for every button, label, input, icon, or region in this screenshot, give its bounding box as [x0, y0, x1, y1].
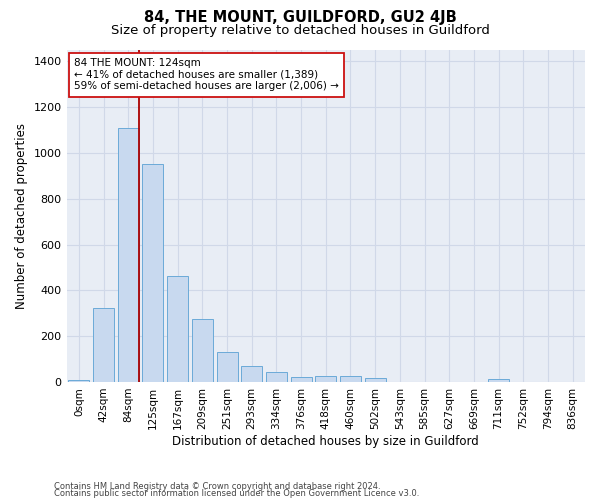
- Bar: [68, 380, 89, 382]
- Text: Contains HM Land Registry data © Crown copyright and database right 2024.: Contains HM Land Registry data © Crown c…: [54, 482, 380, 491]
- Bar: [340, 376, 361, 382]
- Bar: [290, 377, 311, 382]
- Text: Size of property relative to detached houses in Guildford: Size of property relative to detached ho…: [110, 24, 490, 37]
- Bar: [315, 376, 336, 382]
- Bar: [488, 379, 509, 382]
- Y-axis label: Number of detached properties: Number of detached properties: [15, 123, 28, 309]
- Bar: [118, 128, 139, 382]
- Bar: [93, 308, 114, 382]
- Bar: [217, 352, 238, 382]
- Bar: [266, 372, 287, 382]
- Bar: [192, 319, 213, 382]
- Bar: [365, 378, 386, 382]
- Text: Contains public sector information licensed under the Open Government Licence v3: Contains public sector information licen…: [54, 489, 419, 498]
- Text: 84, THE MOUNT, GUILDFORD, GU2 4JB: 84, THE MOUNT, GUILDFORD, GU2 4JB: [143, 10, 457, 25]
- X-axis label: Distribution of detached houses by size in Guildford: Distribution of detached houses by size …: [172, 434, 479, 448]
- Bar: [142, 164, 163, 382]
- Bar: [241, 366, 262, 382]
- Text: 84 THE MOUNT: 124sqm
← 41% of detached houses are smaller (1,389)
59% of semi-de: 84 THE MOUNT: 124sqm ← 41% of detached h…: [74, 58, 339, 92]
- Bar: [167, 276, 188, 382]
